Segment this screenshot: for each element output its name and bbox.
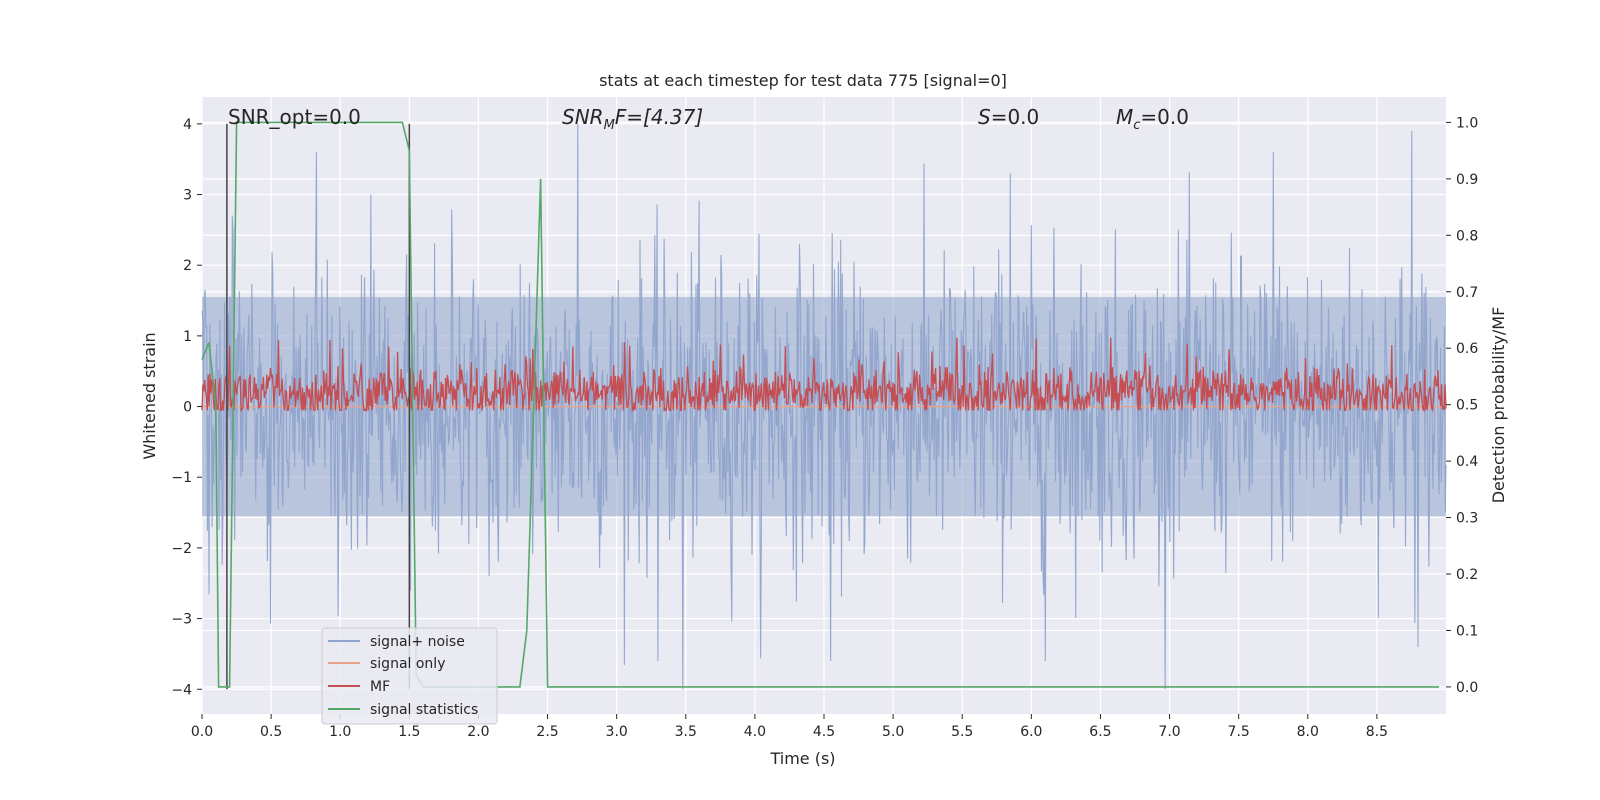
y-right-tick-label: 0.9 (1456, 172, 1478, 188)
y-right-tick-label: 1.0 (1456, 115, 1478, 131)
x-tick-label: 3.0 (606, 724, 628, 740)
x-tick-label: 6.0 (1020, 724, 1042, 740)
legend-label-signal-noise: signal+ noise (370, 634, 465, 650)
annotation-mc-subscript: c (1133, 118, 1140, 133)
annotation-snr-mf: SNRMF=[4.37] (562, 105, 703, 133)
y-tick-label: −4 (171, 682, 192, 698)
x-tick-label: 4.5 (813, 724, 835, 740)
legend: signal+ noise signal only MF signal stat… (321, 627, 498, 725)
annotation-snr-mf-subscript: M (604, 118, 615, 133)
y-right-tick-label: 0.6 (1456, 341, 1478, 357)
y-tick-label: −3 (171, 612, 192, 628)
x-tick-label: 2.5 (536, 724, 558, 740)
annotation-snr-mf-value: F=[4.37] (615, 105, 703, 129)
x-tick-label: 5.5 (951, 724, 973, 740)
y-tick-label: 3 (183, 188, 192, 204)
x-axis-ticks: 0.0 0.5 1.0 1.5 2.0 2.5 3.0 3.5 4.0 4.5 5.0 5.5 6.0 6… (191, 714, 1388, 740)
y-right-tick-label: 0.1 (1456, 623, 1478, 639)
y-right-tick-label: 0.0 (1456, 680, 1478, 696)
y-right-tick-label: 0.5 (1456, 398, 1478, 414)
y-tick-label: 4 (183, 117, 192, 133)
x-tick-label: 3.5 (675, 724, 697, 740)
x-tick-label: 8.5 (1366, 724, 1388, 740)
x-tick-label: 6.5 (1089, 724, 1111, 740)
y-right-tick-label: 0.3 (1456, 511, 1478, 527)
x-tick-label: 1.5 (398, 724, 420, 740)
y-right-tick-label: 0.7 (1456, 285, 1478, 301)
annotation-snr-mf-symbol: SNR (562, 105, 604, 129)
y-tick-label: 2 (183, 258, 192, 274)
legend-label-signal-only: signal only (370, 656, 445, 672)
annotation-mc: Mc=0.0 (1116, 105, 1189, 133)
legend-label-mf: MF (370, 679, 390, 695)
annotation-s-symbol: S (978, 105, 991, 129)
x-tick-label: 4.0 (744, 724, 766, 740)
y-axis-right-label: Detection probability/MF (1489, 307, 1508, 504)
annotation-snr-opt: SNR_opt=0.0 (228, 105, 361, 129)
x-tick-label: 2.0 (467, 724, 489, 740)
x-tick-label: 7.0 (1158, 724, 1180, 740)
y-tick-label: −2 (171, 541, 192, 557)
y-tick-label: −1 (171, 470, 192, 486)
y-axis-label: Whitened strain (140, 332, 159, 459)
x-tick-label: 0.5 (260, 724, 282, 740)
x-tick-label: 1.0 (329, 724, 351, 740)
annotation-mc-value: =0.0 (1140, 105, 1189, 129)
annotation-s: S=0.0 (978, 105, 1039, 129)
y-right-tick-label: 0.4 (1456, 454, 1478, 470)
y-tick-label: 1 (183, 329, 192, 345)
x-tick-label: 8.0 (1297, 724, 1319, 740)
y-axis-right-ticks: 1.0 0.9 0.8 0.7 0.6 0.5 0.4 0.3 0.2 0.1 0.0 (1446, 115, 1478, 696)
y-right-tick-label: 0.2 (1456, 567, 1478, 583)
legend-box (321, 627, 498, 725)
annotation-mc-symbol: M (1116, 105, 1133, 129)
x-tick-label: 7.5 (1228, 724, 1250, 740)
x-axis-label: Time (s) (769, 749, 835, 768)
y-axis-ticks: 4 3 2 1 0 −1 −2 −3 −4 (171, 117, 202, 698)
annotation-s-value: =0.0 (991, 105, 1040, 129)
x-tick-label: 5.0 (882, 724, 904, 740)
y-right-tick-label: 0.8 (1456, 228, 1478, 244)
legend-label-signal-statistics: signal statistics (370, 702, 478, 718)
x-tick-label: 0.0 (191, 724, 213, 740)
y-tick-label: 0 (183, 400, 192, 416)
vertical-markers (226, 123, 411, 690)
chart-title: stats at each timestep for test data 775… (599, 71, 1007, 90)
